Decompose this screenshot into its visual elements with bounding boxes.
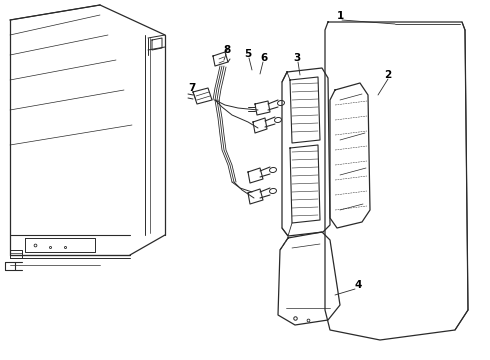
Text: 7: 7 [188, 83, 196, 93]
Text: 2: 2 [384, 70, 392, 80]
Text: 3: 3 [294, 53, 301, 63]
Text: 8: 8 [223, 45, 231, 55]
Text: 1: 1 [336, 11, 343, 21]
Text: 5: 5 [245, 49, 252, 59]
Text: 6: 6 [260, 53, 268, 63]
Text: 4: 4 [354, 280, 362, 290]
